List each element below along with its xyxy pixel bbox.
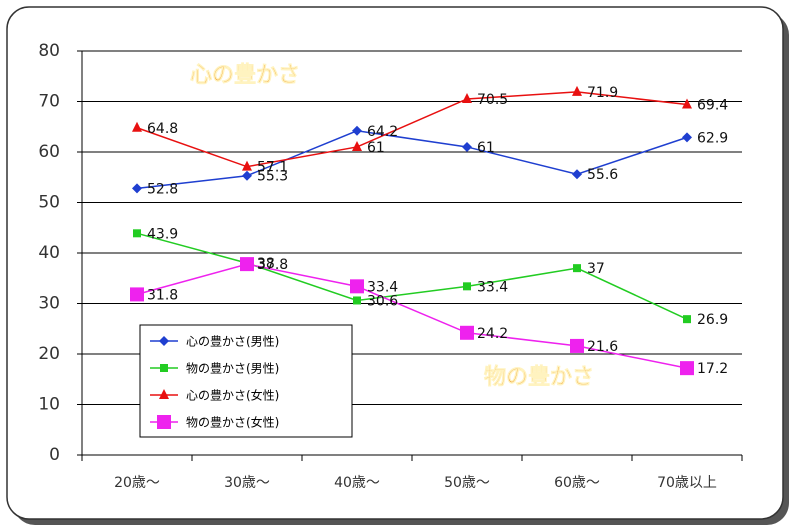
- data-label: 62.9: [697, 130, 728, 146]
- y-tick-label: 0: [49, 445, 60, 465]
- data-label: 17.2: [697, 361, 728, 377]
- series-line: [136, 263, 688, 369]
- data-label: 64.2: [367, 124, 398, 140]
- annotation: 心の豊かさ: [190, 62, 300, 88]
- data-label: 24.2: [477, 326, 508, 342]
- data-label: 31.8: [147, 287, 178, 303]
- point: [132, 183, 142, 194]
- data-label: 55.6: [587, 167, 618, 183]
- y-tick-label: 60: [38, 142, 60, 162]
- data-label: 55.3: [257, 169, 288, 185]
- point: [352, 125, 362, 136]
- point: [572, 85, 582, 96]
- data-label: 33.4: [367, 279, 398, 295]
- legend-label: 心の豊かさ(女性): [186, 388, 279, 403]
- point: [463, 282, 471, 291]
- frame: [6, 6, 784, 520]
- data-label: 37: [587, 261, 605, 277]
- point: [352, 140, 362, 151]
- data-label: 69.4: [697, 98, 728, 114]
- data-label: 52.8: [147, 181, 178, 197]
- x-tick-label: 30歳～: [224, 475, 270, 491]
- point: [242, 160, 252, 171]
- point: [157, 415, 171, 429]
- x-tick-label: 50歳～: [444, 475, 490, 491]
- data-label: 26.9: [697, 312, 728, 328]
- data-label: 70.5: [477, 92, 508, 108]
- x-tick-label: 40歳～: [334, 475, 380, 491]
- data-label: 37.8: [257, 257, 288, 273]
- point: [133, 229, 141, 238]
- series-line: [136, 130, 688, 190]
- y-tick-label: 40: [38, 243, 60, 263]
- point: [573, 264, 581, 273]
- x-tick-label: 60歳～: [554, 475, 600, 491]
- data-label: 33.4: [477, 279, 508, 295]
- data-label: 21.6: [587, 339, 618, 355]
- point: [460, 325, 474, 340]
- point: [130, 287, 144, 302]
- point: [160, 364, 168, 372]
- point: [132, 121, 142, 132]
- point: [242, 170, 252, 181]
- point: [462, 141, 472, 152]
- data-label: 61: [477, 140, 495, 156]
- point: [683, 315, 691, 324]
- y-tick-label: 10: [38, 395, 60, 415]
- point: [350, 279, 364, 294]
- data-label: 43.9: [147, 226, 178, 242]
- point: [682, 98, 692, 109]
- series-line: [136, 91, 688, 168]
- data-label: 30.6: [367, 293, 398, 309]
- point: [353, 296, 361, 305]
- series-line: [136, 232, 688, 320]
- data-label: 71.9: [587, 85, 618, 101]
- x-tick-label: 20歳～: [114, 475, 160, 491]
- y-tick-label: 70: [38, 92, 60, 112]
- point: [240, 257, 254, 272]
- x-tick-label: 70歳以上: [657, 475, 717, 491]
- point: [159, 389, 169, 399]
- point: [680, 361, 694, 376]
- legend: 心の豊かさ(男性) 物の豊かさ(男性) 心の豊かさ(女性) 物の豊かさ(女性): [139, 324, 353, 438]
- y-tick-label: 80: [38, 41, 60, 61]
- y-tick-label: 50: [38, 193, 60, 213]
- legend-box: [139, 324, 353, 438]
- annotation: 物の豊かさ: [484, 364, 594, 390]
- data-label: 61: [367, 140, 385, 156]
- legend-label: 心の豊かさ(男性): [186, 335, 279, 349]
- data-label: 64.8: [147, 121, 178, 137]
- legend-label: 物の豊かさ(女性): [186, 415, 279, 430]
- y-tick-label: 20: [38, 344, 60, 364]
- data-label: 57.1: [257, 160, 288, 176]
- data-label: 38: [257, 256, 275, 272]
- legend-label: 物の豊かさ(男性): [186, 362, 279, 376]
- y-tick-label: 30: [38, 294, 60, 314]
- point: [570, 338, 584, 353]
- point: [462, 92, 472, 103]
- point: [159, 336, 169, 346]
- point: [572, 169, 582, 180]
- point: [682, 132, 692, 143]
